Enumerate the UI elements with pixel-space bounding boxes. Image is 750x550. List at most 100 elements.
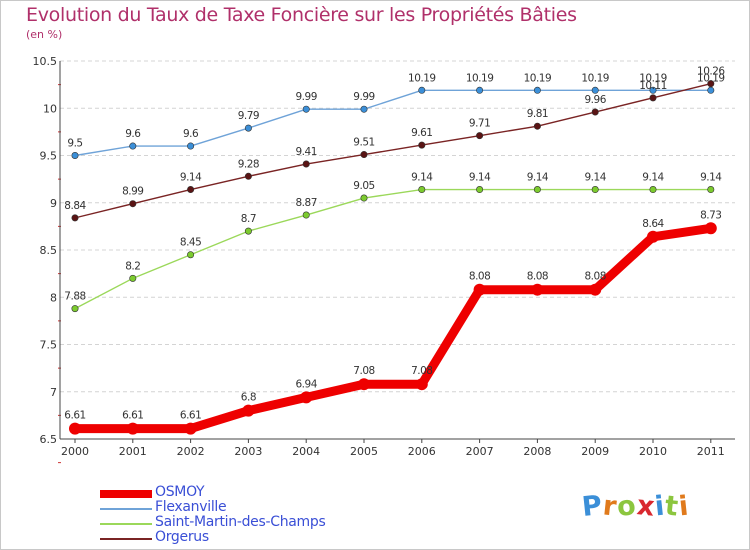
data-point-osmoy (531, 283, 544, 296)
data-point-osmoy (415, 378, 428, 391)
data-label-flexanville: 10.19 (524, 72, 552, 84)
data-label-orgerus: 10.11 (639, 80, 667, 92)
x-tick-label: 2007 (466, 445, 494, 458)
data-label-saint-martin-des-champs: 8.87 (296, 197, 317, 209)
data-point-saint-martin-des-champs (187, 251, 195, 259)
series-line-orgerus (74, 82, 712, 219)
data-label-flexanville: 10.19 (639, 72, 667, 84)
data-point-flexanville (591, 86, 599, 94)
data-label-orgerus: 9.71 (469, 118, 490, 130)
legend-swatch (100, 490, 152, 498)
legend-label: Flexanville (155, 499, 227, 515)
legend-swatch (100, 508, 152, 510)
data-label-orgerus: 9.51 (353, 137, 374, 149)
y-tick-label: 7.5 (40, 339, 58, 352)
data-point-orgerus (591, 108, 599, 116)
data-point-flexanville (476, 86, 484, 94)
data-point-saint-martin-des-champs (591, 186, 599, 194)
x-tick-label: 2011 (697, 445, 725, 458)
data-label-osmoy: 8.08 (585, 271, 606, 283)
data-label-saint-martin-des-champs: 9.05 (353, 180, 374, 192)
data-label-osmoy: 8.08 (527, 271, 548, 283)
data-point-flexanville (71, 152, 79, 160)
data-point-osmoy (473, 283, 486, 296)
data-label-orgerus: 9.96 (585, 94, 607, 106)
data-point-flexanville (533, 86, 541, 94)
data-label-osmoy: 7.08 (353, 365, 374, 377)
data-point-saint-martin-des-champs (418, 186, 426, 194)
data-point-saint-martin-des-champs (129, 274, 137, 282)
y-tick-label: 8 (50, 291, 57, 304)
legend-swatch (100, 523, 152, 525)
data-point-flexanville (707, 86, 715, 94)
series-line-saint-martin-des-champs (74, 188, 712, 310)
x-tick-label: 2010 (639, 445, 667, 458)
data-label-flexanville: 9.6 (183, 128, 199, 140)
data-point-orgerus (129, 200, 137, 208)
data-label-orgerus: 8.99 (122, 186, 143, 198)
data-label-orgerus: 9.41 (296, 146, 317, 158)
x-tick-label: 2000 (61, 445, 89, 458)
data-point-saint-martin-des-champs (533, 186, 541, 194)
data-point-flexanville (129, 142, 137, 150)
data-point-osmoy (242, 404, 255, 417)
data-label-orgerus: 10.26 (697, 66, 725, 78)
data-label-flexanville: 9.99 (353, 91, 374, 103)
data-label-flexanville: 10.19 (408, 72, 436, 84)
data-label-saint-martin-des-champs: 9.14 (469, 172, 491, 184)
data-label-osmoy: 7.08 (411, 365, 432, 377)
data-label-flexanville: 9.99 (296, 91, 317, 103)
data-point-saint-martin-des-champs (707, 186, 715, 194)
legend-swatch (100, 538, 152, 540)
data-point-orgerus (476, 132, 484, 140)
data-point-saint-martin-des-champs (649, 186, 657, 194)
data-label-osmoy: 6.61 (180, 410, 201, 422)
data-label-flexanville: 9.79 (238, 110, 259, 122)
data-point-orgerus (533, 122, 541, 130)
y-tick-label: 9 (50, 197, 57, 210)
data-point-osmoy (69, 422, 81, 435)
data-label-orgerus: 9.14 (180, 172, 202, 184)
y-tick-label: 9.5 (40, 150, 58, 163)
data-label-saint-martin-des-champs: 9.14 (527, 172, 549, 184)
series-line-flexanville (74, 89, 712, 157)
data-point-osmoy (300, 391, 313, 404)
x-tick-label: 2009 (581, 445, 609, 458)
data-label-orgerus: 8.84 (64, 200, 86, 212)
data-label-saint-martin-des-champs: 8.45 (180, 237, 201, 249)
x-tick-label: 2006 (408, 445, 436, 458)
chart-title: Evolution du Taux de Taxe Foncière sur l… (26, 4, 577, 26)
data-point-orgerus (71, 214, 79, 222)
data-label-osmoy: 8.73 (700, 209, 721, 221)
data-point-saint-martin-des-champs (302, 211, 310, 219)
data-point-flexanville (244, 124, 252, 132)
data-point-saint-martin-des-champs (360, 194, 368, 202)
data-label-orgerus: 9.61 (411, 127, 432, 139)
data-point-orgerus (649, 94, 657, 102)
data-label-saint-martin-des-champs: 9.14 (585, 172, 607, 184)
data-point-osmoy (358, 378, 370, 391)
x-tick-label: 2004 (292, 445, 320, 458)
data-label-saint-martin-des-champs: 9.14 (642, 172, 664, 184)
data-point-orgerus (244, 172, 252, 180)
logo-letter: i (677, 490, 692, 523)
data-label-flexanville: 9.6 (125, 128, 141, 140)
y-tick-label: 10.5 (33, 55, 58, 68)
y-tick-label: 7 (50, 386, 57, 399)
data-label-osmoy: 6.61 (64, 410, 85, 422)
data-label-flexanville: 9.5 (67, 138, 82, 150)
x-tick-label: 2001 (119, 445, 147, 458)
legend-label: Orgerus (155, 529, 209, 545)
data-point-orgerus (707, 80, 715, 88)
x-tick-label: 2003 (234, 445, 262, 458)
data-label-osmoy: 6.94 (296, 378, 318, 390)
data-point-saint-martin-des-champs (71, 305, 79, 313)
data-point-flexanville (302, 105, 310, 113)
data-label-osmoy: 6.61 (122, 410, 143, 422)
data-point-flexanville (360, 105, 368, 113)
data-point-flexanville (187, 142, 195, 150)
data-label-saint-martin-des-champs: 8.2 (125, 260, 140, 272)
data-label-flexanville: 10.19 (581, 72, 609, 84)
y-tick-label: 8.5 (40, 244, 58, 257)
